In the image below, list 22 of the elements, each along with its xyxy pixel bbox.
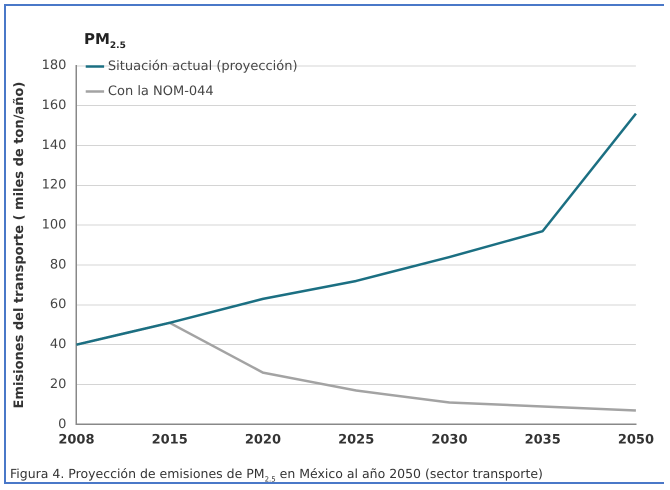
x-tick-label: 2050 bbox=[618, 432, 654, 448]
x-tick-label: 2025 bbox=[338, 432, 374, 448]
y-axis-title: Emisiones del transporte ( miles de ton/año) bbox=[12, 82, 28, 408]
y-tick-label: 80 bbox=[50, 257, 66, 272]
y-tick-label: 40 bbox=[50, 337, 66, 352]
chart-title: PM$_{2.5}$ bbox=[84, 30, 126, 51]
y-tick-label: 160 bbox=[42, 98, 66, 114]
legend-label: Situación actual (proyección) bbox=[108, 58, 298, 74]
x-tick-label: 2015 bbox=[152, 432, 188, 448]
y-tick-label: 180 bbox=[42, 58, 66, 74]
y-tick-label: 60 bbox=[50, 297, 66, 312]
x-tick-label: 2020 bbox=[244, 432, 282, 448]
y-tick-label: 0 bbox=[58, 416, 66, 432]
text: Figura 4. Proyección de emisiones de PM$_{2.5}$ en México al año 2050 (sector transporte) bbox=[10, 466, 543, 484]
x-tick-label: 2035 bbox=[524, 432, 561, 448]
y-tick-label: 120 bbox=[42, 178, 66, 193]
y-tick-label: 140 bbox=[42, 138, 66, 153]
y-tick-label: 100 bbox=[42, 218, 66, 233]
x-tick-label: 2030 bbox=[431, 432, 468, 448]
x-tick-label: 2008 bbox=[58, 432, 95, 448]
legend-label: Con la NOM-044 bbox=[108, 84, 214, 99]
y-tick-label: 20 bbox=[50, 376, 66, 392]
